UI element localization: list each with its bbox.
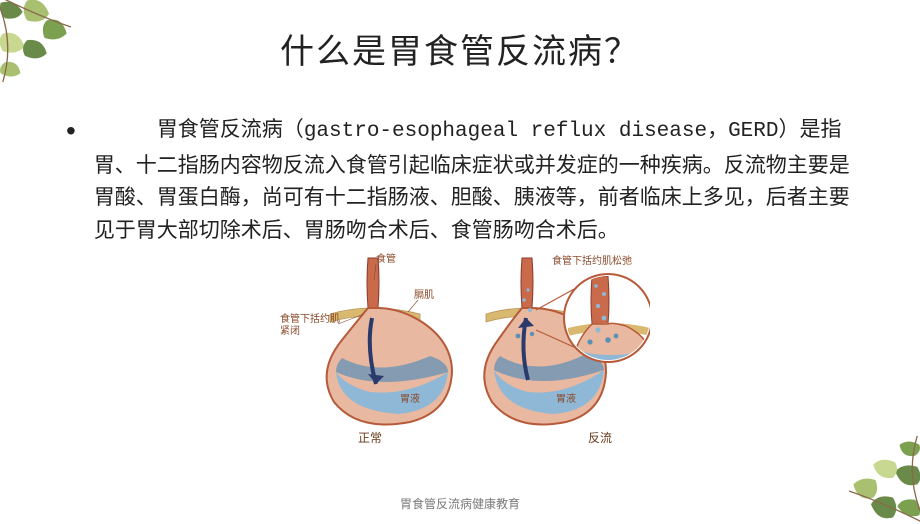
page-title: 什么是胃食管反流病？	[0, 0, 920, 73]
fig-label-reflux: 反流	[588, 431, 612, 444]
fig-label-les-tight-2: 紧闭	[280, 324, 300, 337]
fig-label-les-loose: 食管下括约肌松弛	[552, 254, 632, 267]
fig-label-normal: 正常	[358, 431, 382, 444]
bullet-icon: •	[60, 113, 94, 246]
fig-label-diaphragm-l: 膈肌	[414, 289, 434, 301]
leaf-decoration-top-left	[0, 0, 104, 104]
fig-label-les-tight-1: 食管下括约肌	[280, 312, 340, 325]
body-paragraph: • 胃食管反流病（gastro-esophageal reflux diseas…	[60, 113, 860, 246]
para-indent	[94, 117, 157, 141]
para-t1: 胃食管反流病（	[157, 117, 304, 141]
anatomy-figure: 食管 食管下括约肌 紧闭 胃液 正常 膈肌	[0, 252, 920, 449]
footer-text: 胃食管反流病健康教育	[0, 495, 920, 512]
fig-label-juice-l: 胃液	[400, 392, 420, 405]
para-eng: gastro-esophageal reflux disease，GERD	[304, 120, 779, 143]
fig-label-esophagus-l: 食管	[376, 252, 396, 265]
fig-label-juice-r: 胃液	[556, 392, 576, 405]
